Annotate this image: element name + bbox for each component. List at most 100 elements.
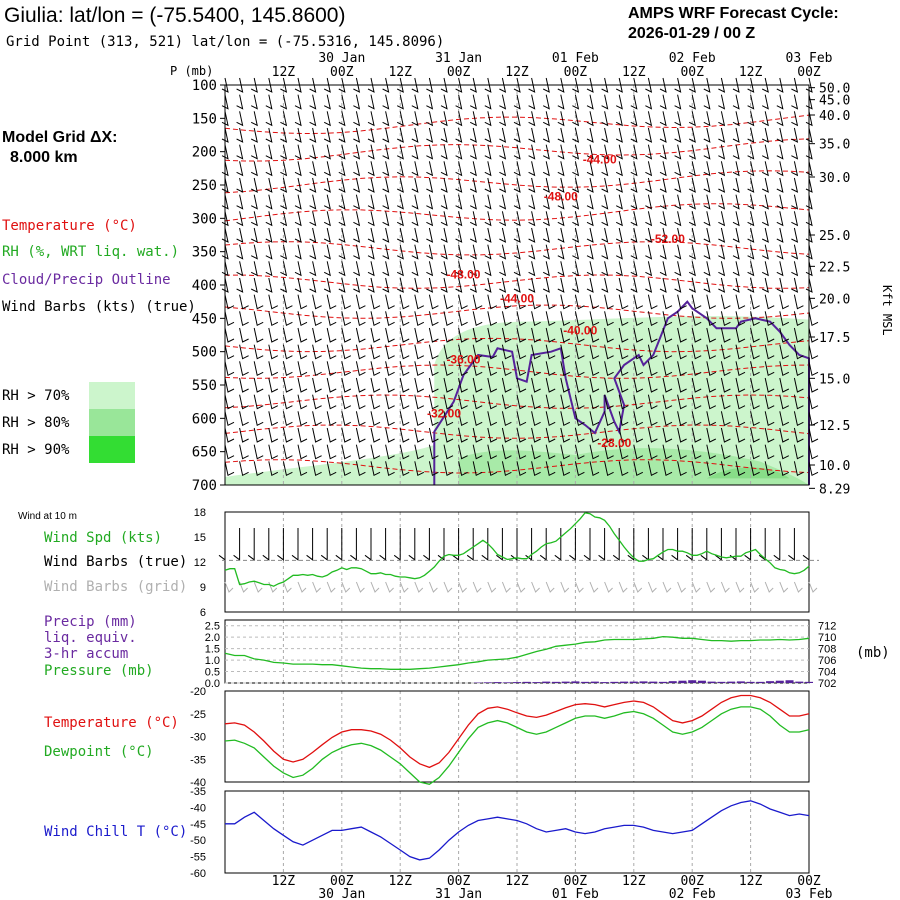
wind-barb xyxy=(458,444,468,460)
wind-tick-label: 18 xyxy=(194,507,206,519)
wind-barb xyxy=(750,361,760,377)
wind-barb xyxy=(341,394,352,410)
wind-barb xyxy=(370,394,381,410)
wind-barb xyxy=(513,261,521,277)
pressure-tick-label-right: 704 xyxy=(818,667,836,679)
wind-barb xyxy=(309,261,317,277)
wind-barb xyxy=(428,344,439,360)
wind-barb xyxy=(779,461,790,477)
precip-bar xyxy=(727,681,736,683)
wind-barb xyxy=(484,111,492,127)
wind-barb-true xyxy=(700,528,708,561)
wind-barb xyxy=(309,177,317,193)
wind-barb-grid xyxy=(326,581,336,593)
wind-barb xyxy=(265,277,273,293)
wind-barb xyxy=(677,427,687,443)
wind-barb xyxy=(294,261,302,277)
wind10-title: Wind at 10 m xyxy=(18,511,77,522)
bottom-date-label: 31 Jan xyxy=(435,887,482,900)
wind-barb xyxy=(250,211,258,227)
wind-barb xyxy=(472,294,483,310)
wind-chill-tick-label: -40 xyxy=(190,802,206,814)
wind-barb xyxy=(353,194,361,210)
wind-barb xyxy=(776,111,784,127)
wind-barb xyxy=(574,444,585,460)
wind-barb xyxy=(265,211,273,227)
wind-barb xyxy=(458,394,468,410)
wind-barb xyxy=(557,161,565,177)
wind-barb xyxy=(501,311,512,327)
wind-barb xyxy=(312,461,322,477)
wind-barb xyxy=(396,194,404,210)
wind-barb xyxy=(703,277,711,293)
precip-bar xyxy=(717,681,726,683)
wind-barb xyxy=(572,194,580,210)
rh-legend-swatch xyxy=(89,382,135,409)
wind-barb xyxy=(604,344,614,360)
height-axis-label: Kft MSL xyxy=(880,285,894,336)
wind-barb-true xyxy=(642,528,649,561)
wind-barb xyxy=(236,77,244,93)
wind-barb xyxy=(601,161,609,177)
bottom-time-label: 12Z xyxy=(739,874,763,889)
wind-barb xyxy=(574,361,585,377)
wind-barb-true xyxy=(598,528,606,561)
wind-barb xyxy=(280,194,288,210)
wind-barb xyxy=(776,277,784,293)
bottom-time-label: 12Z xyxy=(505,874,529,889)
wind-barb xyxy=(764,377,775,393)
wind-barb xyxy=(791,94,799,110)
height-tick-label: 30.0 xyxy=(819,171,850,186)
wind-barb xyxy=(764,444,775,460)
wind-barb xyxy=(750,427,760,443)
wind-barb xyxy=(221,161,229,177)
wind-barb xyxy=(662,344,673,360)
pressure-tick-label-right: 702 xyxy=(818,678,836,690)
rh-legend-label: RH > 90% xyxy=(2,442,70,458)
wind-barb xyxy=(791,77,799,93)
wind-barb xyxy=(808,411,819,427)
precip-bar xyxy=(746,681,755,683)
wind-barb xyxy=(268,311,279,327)
wind-barb xyxy=(472,444,483,460)
height-tick-label: 25.0 xyxy=(819,229,850,244)
wind-barb-true xyxy=(350,528,357,561)
wind-barb xyxy=(557,227,565,243)
wind-barb xyxy=(674,77,682,93)
wind-barb xyxy=(513,277,521,293)
wind-barb xyxy=(528,111,536,127)
wind-barb xyxy=(280,161,288,177)
wind-barb xyxy=(469,161,477,177)
wind-barb xyxy=(499,244,507,260)
wind-barb xyxy=(253,344,264,360)
wind-barb xyxy=(250,77,258,93)
legend-precip-accum: 3-hr accum xyxy=(44,646,128,662)
wind-barb xyxy=(750,311,760,327)
wind-barb xyxy=(805,194,813,210)
wind-barb xyxy=(469,277,477,293)
wind-barb xyxy=(659,194,667,210)
wind-barb xyxy=(367,144,375,160)
wind-barb xyxy=(677,444,687,460)
wind-barb xyxy=(440,211,448,227)
wind-barb-grid xyxy=(677,581,686,593)
wind-barb xyxy=(297,294,308,310)
wind-barb xyxy=(355,361,366,377)
wind-barb xyxy=(250,111,258,127)
wind-barb xyxy=(236,144,244,160)
wind-barb xyxy=(355,461,366,477)
wind-barb xyxy=(572,127,580,143)
wind-barb xyxy=(341,427,352,443)
wind-barb xyxy=(396,277,404,293)
wind-barb xyxy=(574,427,585,443)
wind-barb xyxy=(545,394,556,410)
wind-barb xyxy=(808,394,819,410)
wind-barb xyxy=(542,144,550,160)
wind-barb xyxy=(367,77,375,93)
wind-barb xyxy=(589,344,600,360)
wind-barb xyxy=(458,294,468,310)
wind-barb xyxy=(282,377,293,393)
wind-barb xyxy=(615,111,623,127)
wind-barb xyxy=(221,144,229,160)
wind-barb xyxy=(458,461,468,477)
